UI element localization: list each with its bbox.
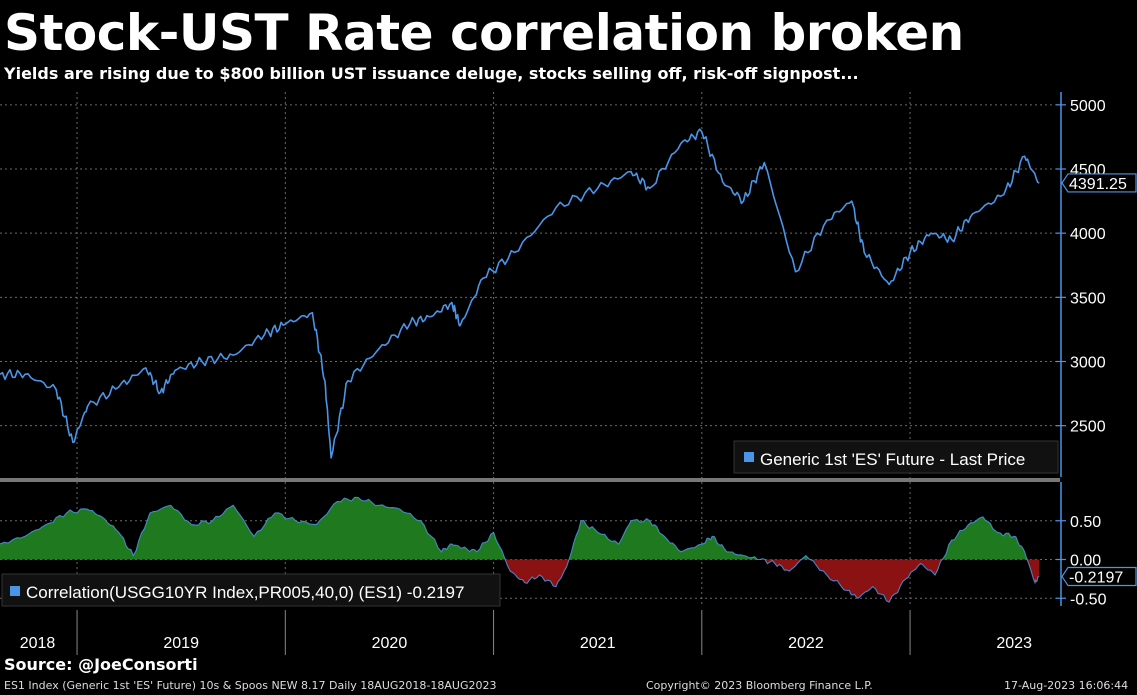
price-y-tick-label: 3500	[1070, 290, 1106, 307]
x-tick-label-2023: 2023	[996, 635, 1032, 652]
footer-timestamp: 17-Aug-2023 16:06:44	[1004, 679, 1129, 692]
correlation-series-line	[0, 496, 1040, 603]
price-legend-swatch	[744, 452, 754, 462]
x-tick-label-2020: 2020	[372, 635, 408, 652]
x-tick-label-2018: 2018	[20, 635, 56, 652]
chart-title: Stock-UST Rate correlation broken	[4, 4, 964, 62]
price-legend-label: Generic 1st 'ES' Future - Last Price	[760, 450, 1025, 469]
corr-legend-box	[1, 573, 501, 607]
price-y-tick-label: 2500	[1070, 419, 1106, 436]
corr-legend-label: Correlation(USGG10YR Index,PR005,40,0) (…	[26, 583, 464, 602]
price-panel	[0, 128, 1040, 459]
footer-ticker-info: ES1 Index (Generic 1st 'ES' Future) 10s …	[4, 679, 497, 692]
corr-y-tick-label: 0.50	[1070, 514, 1101, 531]
price-y-tick-label: 4000	[1070, 226, 1106, 243]
correlation-positive-area	[0, 497, 1040, 560]
corr-legend-swatch	[10, 586, 20, 596]
chart-subtitle: Yields are rising due to $800 billion US…	[4, 64, 859, 83]
corr-last-value-tag-text: -0.2197	[1069, 570, 1123, 587]
correlation-negative-area	[0, 559, 1040, 603]
price-last-value-tag-text: 4391.25	[1069, 176, 1127, 193]
corr-last-value-tag: -0.2197	[1061, 566, 1137, 587]
legends: Generic 1st 'ES' Future - Last Price Corr…	[1, 440, 1059, 607]
panel-divider	[0, 478, 1060, 482]
corr-last-value-tag-box	[1061, 566, 1137, 587]
corr-y-tick-label: -0.50	[1070, 591, 1107, 608]
x-tick-label-2021: 2021	[580, 635, 616, 652]
price-y-tick-label: 5000	[1070, 98, 1106, 115]
axes: 2500300035004000450050000.500.00-0.50439…	[0, 92, 1137, 655]
footer-copyright: Copyright© 2023 Bloomberg Finance L.P.	[646, 679, 873, 692]
source-credit: Source: @JoeConsorti	[4, 655, 198, 674]
price-last-value-tag: 4391.25	[1061, 173, 1137, 193]
price-legend-box	[733, 440, 1059, 474]
price-y-tick-label: 3000	[1070, 355, 1106, 372]
price-series-line	[0, 128, 1040, 459]
corr-y-tick-label: 0.00	[1070, 553, 1101, 570]
x-tick-label-2022: 2022	[788, 635, 824, 652]
x-tick-label-2019: 2019	[163, 635, 199, 652]
price-last-value-tag-box	[1061, 173, 1137, 193]
correlation-panel	[0, 496, 1040, 603]
